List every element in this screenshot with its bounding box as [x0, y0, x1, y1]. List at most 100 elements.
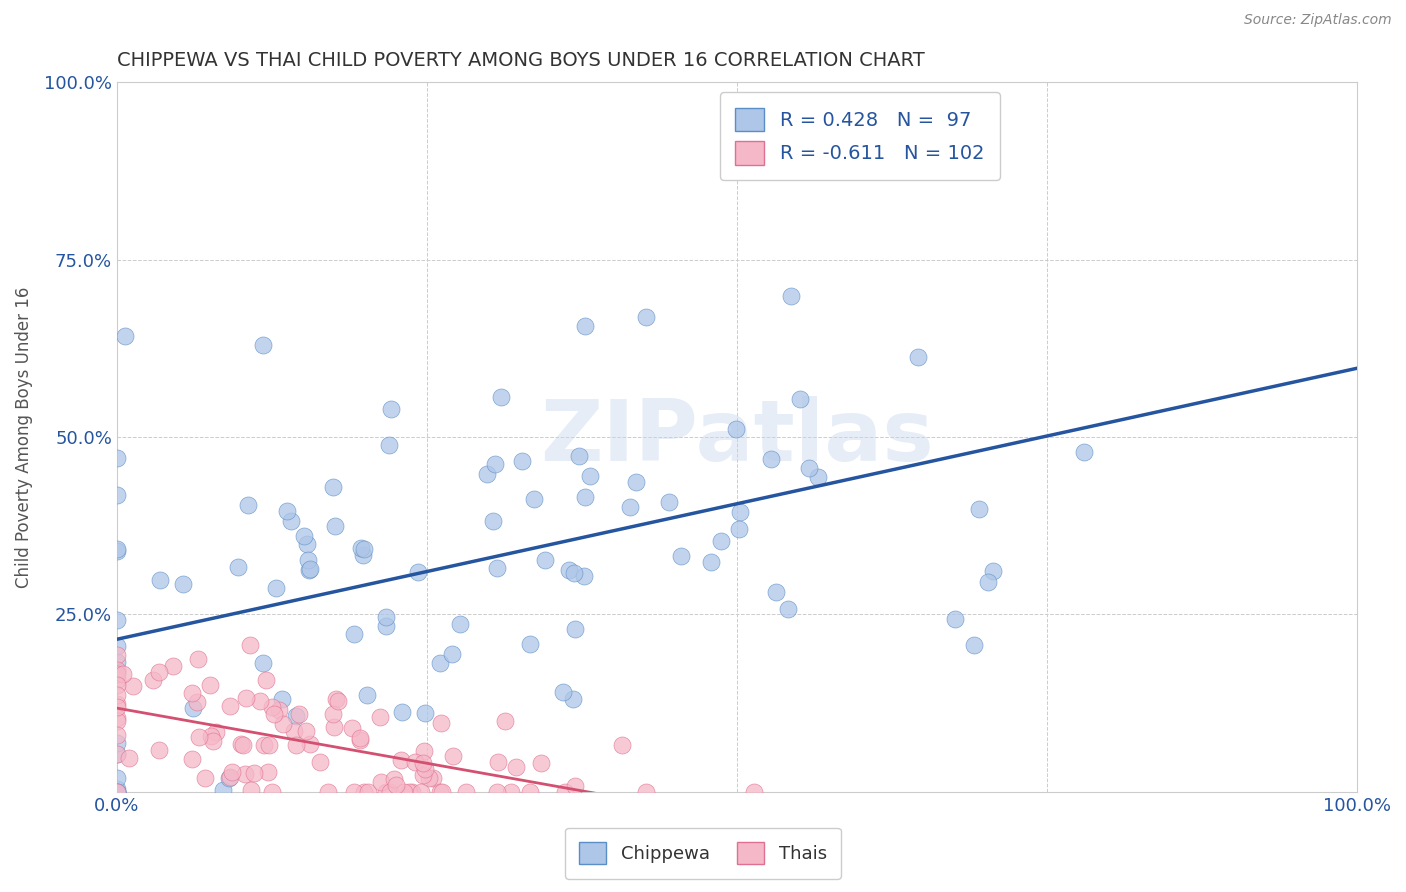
Point	[519, 785, 541, 799]
Point	[142, 673, 165, 687]
Point	[105, 488, 128, 502]
Point	[382, 772, 405, 787]
Point	[485, 561, 508, 575]
Point	[391, 706, 413, 720]
Point	[429, 657, 451, 671]
Point	[357, 785, 380, 799]
Point	[1073, 445, 1095, 459]
Point	[574, 491, 596, 505]
Point	[378, 785, 401, 799]
Point	[271, 717, 294, 731]
Point	[505, 760, 527, 774]
Point	[742, 785, 765, 799]
Point	[219, 770, 242, 784]
Point	[148, 742, 170, 756]
Point	[252, 656, 274, 670]
Point	[799, 461, 821, 475]
Point	[415, 706, 437, 720]
Point	[122, 679, 145, 693]
Point	[105, 785, 128, 799]
Point	[429, 785, 451, 799]
Point	[309, 755, 332, 769]
Point	[105, 648, 128, 662]
Point	[105, 785, 128, 799]
Point	[728, 522, 751, 536]
Point	[105, 673, 128, 688]
Point	[370, 774, 392, 789]
Point	[322, 706, 344, 721]
Point	[205, 724, 228, 739]
Point	[105, 613, 128, 627]
Point	[349, 732, 371, 747]
Point	[485, 785, 508, 799]
Point	[454, 785, 477, 799]
Point	[725, 422, 748, 436]
Point	[404, 756, 426, 770]
Point	[374, 610, 396, 624]
Point	[149, 573, 172, 587]
Point	[263, 707, 285, 722]
Point	[658, 495, 681, 509]
Point	[561, 692, 583, 706]
Point	[398, 785, 420, 799]
Point	[624, 475, 647, 489]
Point	[181, 751, 204, 765]
Point	[415, 762, 437, 776]
Point	[401, 785, 423, 799]
Point	[356, 688, 378, 702]
Point	[232, 738, 254, 752]
Point	[554, 785, 576, 799]
Point	[553, 685, 575, 699]
Point	[412, 744, 434, 758]
Point	[562, 566, 585, 580]
Point	[343, 627, 366, 641]
Point	[105, 785, 128, 799]
Point	[700, 555, 723, 569]
Point	[579, 469, 602, 483]
Point	[271, 692, 294, 706]
Legend: R = 0.428   N =  97, R = -0.611   N = 102: R = 0.428 N = 97, R = -0.611 N = 102	[720, 92, 1000, 180]
Point	[499, 785, 522, 799]
Point	[612, 739, 634, 753]
Point	[374, 785, 396, 799]
Point	[260, 785, 283, 799]
Point	[105, 785, 128, 799]
Point	[385, 778, 408, 792]
Point	[162, 658, 184, 673]
Point	[710, 534, 733, 549]
Point	[105, 678, 128, 692]
Point	[105, 747, 128, 761]
Point	[568, 449, 591, 463]
Point	[235, 691, 257, 706]
Point	[212, 782, 235, 797]
Point	[948, 163, 970, 178]
Point	[807, 470, 830, 484]
Point	[519, 637, 541, 651]
Point	[288, 707, 311, 722]
Legend: Chippewa, Thais: Chippewa, Thais	[565, 828, 841, 879]
Point	[412, 768, 434, 782]
Point	[411, 785, 433, 799]
Point	[907, 350, 929, 364]
Point	[943, 612, 966, 626]
Point	[269, 703, 291, 717]
Point	[486, 755, 509, 769]
Point	[105, 771, 128, 785]
Point	[482, 514, 505, 528]
Point	[280, 514, 302, 528]
Point	[963, 638, 986, 652]
Text: CHIPPEWA VS THAI CHILD POVERTY AMONG BOYS UNDER 16 CORRELATION CHART: CHIPPEWA VS THAI CHILD POVERTY AMONG BOY…	[117, 51, 925, 70]
Point	[564, 622, 586, 636]
Point	[283, 724, 305, 739]
Point	[105, 747, 128, 761]
Point	[148, 665, 170, 679]
Point	[219, 699, 242, 714]
Point	[105, 728, 128, 742]
Point	[105, 711, 128, 725]
Point	[368, 710, 391, 724]
Point	[394, 785, 416, 799]
Point	[765, 585, 787, 599]
Point	[412, 756, 434, 771]
Point	[778, 602, 800, 616]
Point	[105, 544, 128, 558]
